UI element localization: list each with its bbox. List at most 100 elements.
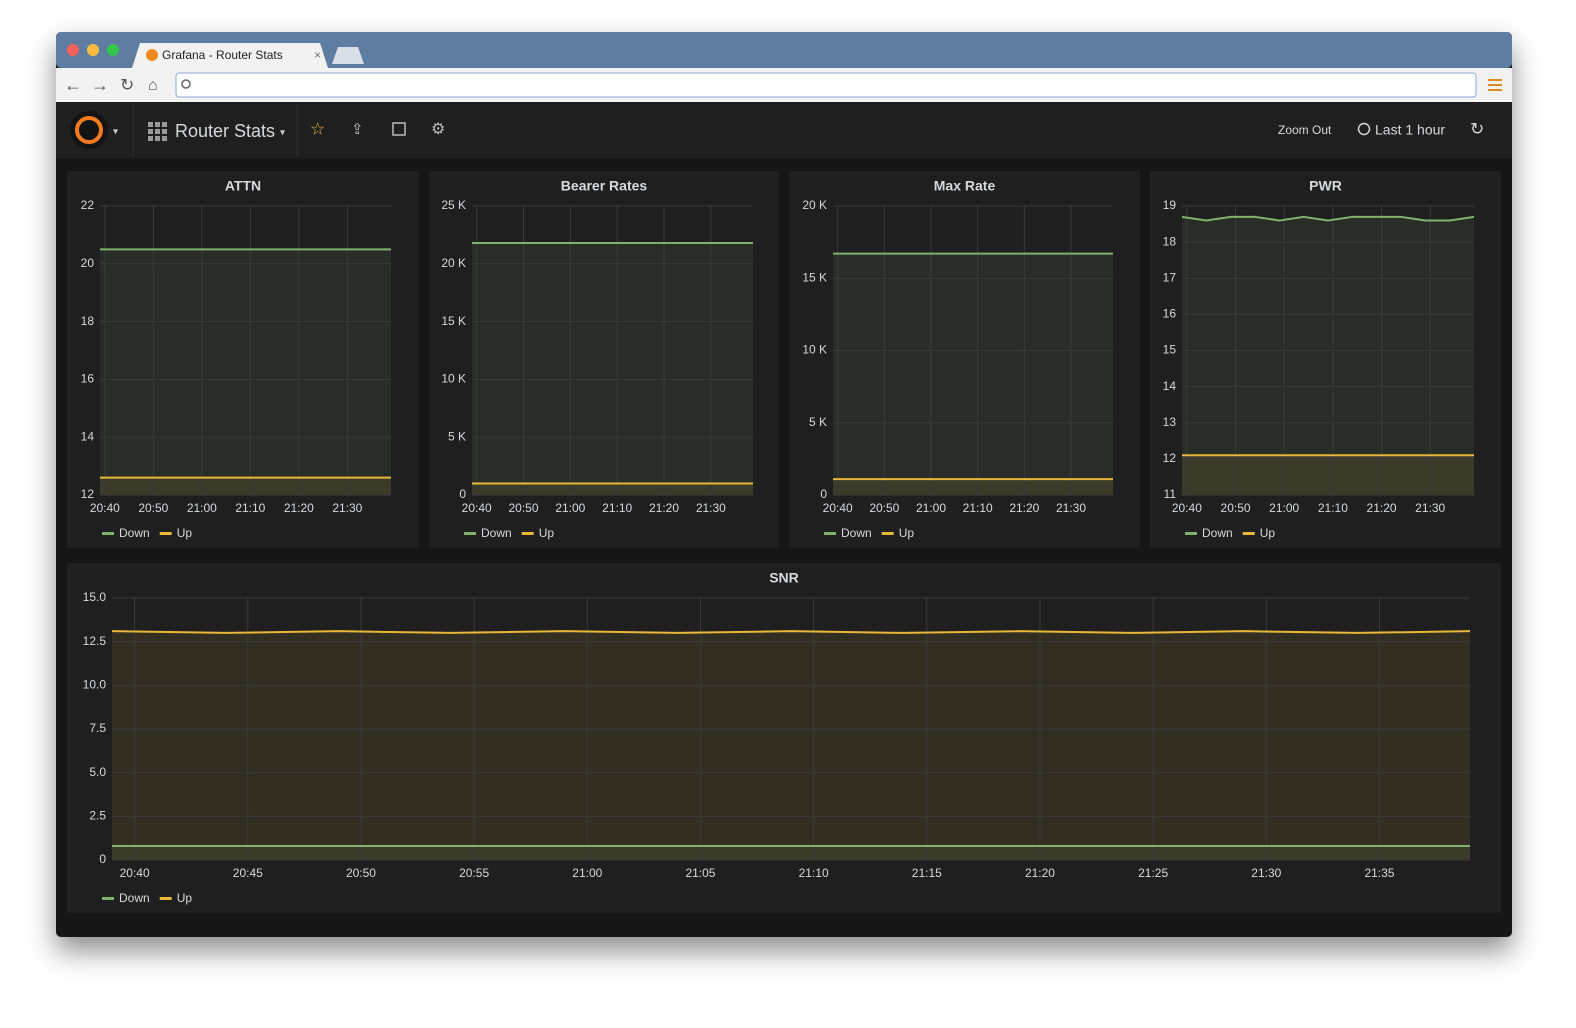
- address-bar[interactable]: [175, 72, 1477, 98]
- maximize-button[interactable]: [107, 44, 119, 56]
- legend-label[interactable]: Up: [177, 891, 193, 905]
- legend-swatch: [102, 532, 114, 535]
- y-tick-label: 14: [81, 429, 95, 443]
- y-tick-label: 15: [1163, 343, 1177, 357]
- tab-title: Grafana - Router Stats: [162, 48, 283, 62]
- panel: [789, 171, 1140, 548]
- logo-caret: ▾: [113, 127, 118, 138]
- minimize-button[interactable]: [87, 44, 99, 56]
- x-tick-label: 21:20: [1367, 501, 1397, 515]
- new-tab[interactable]: [332, 47, 364, 64]
- home-button[interactable]: ⌂: [148, 77, 158, 94]
- legend-label[interactable]: Up: [539, 526, 555, 540]
- x-tick-label: 21:00: [187, 501, 217, 515]
- tab-favicon: [146, 49, 158, 61]
- panel: [67, 563, 1501, 913]
- series-area: [833, 253, 1113, 495]
- x-tick-label: 21:00: [555, 501, 585, 515]
- close-button[interactable]: [67, 44, 79, 56]
- y-tick-label: 0: [459, 487, 466, 501]
- x-tick-label: 20:40: [120, 866, 150, 880]
- tab-close[interactable]: ×: [314, 48, 321, 62]
- dashboard-title[interactable]: Router Stats: [175, 121, 275, 141]
- x-tick-label: 21:20: [284, 501, 314, 515]
- x-tick-label: 21:20: [1025, 866, 1055, 880]
- legend-label[interactable]: Down: [481, 526, 512, 540]
- back-button[interactable]: ←: [64, 75, 82, 95]
- x-tick-label: 21:05: [685, 866, 715, 880]
- series-area: [112, 846, 1470, 860]
- series-area: [100, 249, 391, 495]
- panel: [1150, 171, 1501, 548]
- panel: [429, 171, 779, 548]
- y-tick-label: 17: [1163, 270, 1177, 284]
- y-tick-label: 0: [99, 852, 106, 866]
- x-tick-label: 20:55: [459, 866, 489, 880]
- logo-ring: [75, 116, 103, 144]
- x-tick-label: 21:30: [1056, 501, 1086, 515]
- y-tick-label: 13: [1163, 415, 1177, 429]
- x-tick-label: 20:50: [509, 501, 539, 515]
- series-area: [472, 483, 753, 495]
- y-tick-label: 20: [81, 256, 95, 270]
- legend-swatch: [1242, 532, 1255, 535]
- x-tick-label: 21:30: [332, 501, 362, 515]
- legend-label[interactable]: Down: [1202, 526, 1233, 540]
- x-tick-label: 21:10: [799, 866, 829, 880]
- refresh-button[interactable]: ↻: [1470, 119, 1484, 138]
- legend-swatch: [824, 532, 836, 535]
- legend-swatch: [881, 532, 894, 535]
- legend-label[interactable]: Down: [119, 526, 150, 540]
- y-tick-label: 12.5: [83, 634, 107, 648]
- x-tick-label: 21:00: [572, 866, 602, 880]
- time-range-picker[interactable]: Last 1 hour: [1375, 122, 1445, 138]
- panel-title: PWR: [1309, 178, 1342, 194]
- x-tick-label: 20:40: [90, 501, 120, 515]
- forward-button[interactable]: →: [91, 75, 109, 95]
- x-tick-label: 20:50: [346, 866, 376, 880]
- menu-icon[interactable]: [1488, 79, 1502, 81]
- title-bar: [56, 32, 1512, 68]
- y-tick-label: 16: [81, 372, 95, 386]
- x-tick-label: 20:45: [233, 866, 263, 880]
- y-tick-label: 7.5: [89, 721, 106, 735]
- legend-label[interactable]: Up: [177, 526, 193, 540]
- zoom-out-button[interactable]: Zoom Out: [1278, 123, 1332, 137]
- y-tick-label: 5 K: [448, 429, 466, 443]
- legend-label[interactable]: Down: [841, 526, 872, 540]
- legend-label[interactable]: Up: [1260, 526, 1276, 540]
- x-tick-label: 21:10: [1318, 501, 1348, 515]
- search-icon: [181, 79, 191, 89]
- y-tick-label: 2.5: [89, 809, 106, 823]
- legend-label[interactable]: Down: [119, 891, 150, 905]
- series-area: [1182, 216, 1474, 495]
- legend-swatch: [159, 897, 172, 900]
- x-tick-label: 21:20: [1009, 501, 1039, 515]
- y-tick-label: 0: [820, 487, 827, 501]
- x-tick-label: 21:10: [963, 501, 993, 515]
- y-tick-label: 18: [81, 314, 95, 328]
- x-tick-label: 20:50: [869, 501, 899, 515]
- star-button[interactable]: ☆: [310, 119, 325, 138]
- series-area: [112, 631, 1470, 860]
- y-tick-label: 16: [1163, 307, 1177, 321]
- x-tick-label: 21:35: [1364, 866, 1394, 880]
- save-button[interactable]: [392, 122, 406, 136]
- x-tick-label: 21:25: [1138, 866, 1168, 880]
- x-tick-label: 20:40: [462, 501, 492, 515]
- legend-swatch: [159, 532, 172, 535]
- legend-label[interactable]: Up: [899, 526, 915, 540]
- share-button[interactable]: ⇪: [351, 121, 364, 138]
- reload-button[interactable]: ↻: [120, 75, 134, 94]
- y-tick-label: 10 K: [802, 343, 827, 357]
- tab[interactable]: [132, 43, 328, 68]
- dashboard-caret: ▾: [280, 128, 285, 139]
- legend-swatch: [521, 532, 534, 535]
- settings-button[interactable]: ⚙: [431, 121, 445, 138]
- clock-icon: [1357, 122, 1371, 136]
- y-tick-label: 11: [1164, 487, 1177, 501]
- series-area: [833, 479, 1113, 495]
- series-line: [111, 630, 1471, 634]
- y-tick-label: 20 K: [802, 198, 827, 212]
